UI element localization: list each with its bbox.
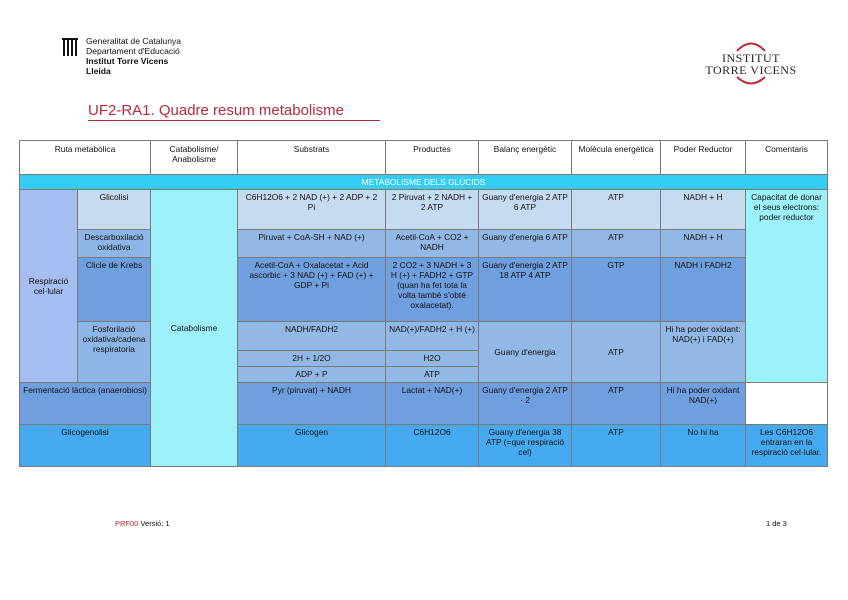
header-catabolisme: Catabolisme/ Anabolisme xyxy=(150,140,238,175)
header-poder: Poder Reductor xyxy=(660,140,746,175)
header-comentaris: Comentaris xyxy=(745,140,828,175)
glicogen-comentari: Les C6H12O6 entraran en la respiració ce… xyxy=(745,424,828,467)
header-line3: Institut Torre Vicens xyxy=(86,56,169,66)
ferment-comentari xyxy=(745,382,828,425)
ferment-molecula: ATP xyxy=(571,382,661,425)
institute-logo: INSTITUT TORRE VICENS xyxy=(701,38,801,92)
generalitat-header: Generalitat de Catalunya Departament d'E… xyxy=(62,36,181,76)
ferment-productes: Lactat + NAD(+) xyxy=(385,382,479,425)
ferment-name: Fermentació làctica (anaerobiosi) xyxy=(19,382,151,425)
footer-page-number: 1 de 3 xyxy=(766,519,787,528)
fosfo-producte-3: ATP xyxy=(385,366,479,383)
metabolism-summary-table: Ruta metabòlica Catabolisme/ Anabolisme … xyxy=(19,140,828,467)
glicogen-poder: No hi ha xyxy=(660,424,746,467)
glicolisi-productes: 2 Piruvat + 2 NADH + 2 ATP xyxy=(385,189,479,230)
institute-logo-line1: INSTITUT xyxy=(722,51,780,65)
header-line4: Lleida xyxy=(86,66,111,76)
footer-code: PRF00 xyxy=(115,519,139,528)
glicolisi-substrats: C6H12O6 + 2 NAD (+) + 2 ADP + 2 Pi xyxy=(237,189,386,230)
glicogen-molecula: ATP xyxy=(571,424,661,467)
catabolisme-cell: Catabolisme xyxy=(150,189,238,467)
institute-logo-line2: TORRE VICENS xyxy=(705,63,797,77)
generalitat-logo-icon xyxy=(62,38,78,56)
header-balanc: Balanç energètic xyxy=(478,140,572,175)
ferment-balanc: Guany d'energia 2 ATP · 2 xyxy=(478,382,572,425)
fosfo-balanc: Guany d'energia xyxy=(478,321,572,383)
respiracio-cell: Respiració cel·lular xyxy=(19,189,78,383)
ferment-substrats: Pyr (piruvat) + NADH xyxy=(237,382,386,425)
header-ruta: Ruta metabòlica xyxy=(19,140,151,175)
section-band: METABOLISME DELS GLÚCIDS xyxy=(19,174,828,190)
header-line1: Generalitat de Catalunya xyxy=(86,36,182,46)
fosfo-substrat-3: ADP + P xyxy=(237,366,386,383)
krebs-productes: 2 CO2 + 3 NADH + 3 H (+) + FADH2 + GTP (… xyxy=(385,257,479,322)
glicolisi-comentari: Capacitat de donar el seus electrons: po… xyxy=(745,189,828,383)
title-underline xyxy=(88,120,380,121)
header-line2: Departament d'Educació xyxy=(86,46,180,56)
krebs-balanc: Guany d'energia 2 ATP 18 ATP 4 ATP xyxy=(478,257,572,322)
institute-logo-swoosh-icon xyxy=(736,76,766,85)
krebs-molecula: GTP xyxy=(571,257,661,322)
header-molecula: Molècula energètica xyxy=(571,140,661,175)
glicogen-name: Glicogenolisi xyxy=(19,424,151,467)
page-title: UF2-RA1. Quadre resum metabolisme xyxy=(88,102,344,119)
footer-version-text: Versió: 1 xyxy=(140,519,170,528)
krebs-substrats: Acetil-CoA + Oxalacetat + Acid ascorbic … xyxy=(237,257,386,322)
krebs-poder: NADH i FADH2 xyxy=(660,257,746,322)
descarb-balanc: Guany d'energia 6 ATP xyxy=(478,229,572,258)
descarb-molecula: ATP xyxy=(571,229,661,258)
ferment-poder: Hi ha poder oxidant NAD(+) xyxy=(660,382,746,425)
fosfo-poder: Hi ha poder oxidant: NAD(+) i FAD(+) xyxy=(660,321,746,383)
descarb-name: Descarboxilació oxidativa xyxy=(77,229,151,258)
glicolisi-poder: NADH + H xyxy=(660,189,746,230)
fosfo-name: Fosforilació oxidativa/cadena respirator… xyxy=(77,321,151,383)
fosfo-substrat-2: 2H + 1/2O xyxy=(237,350,386,367)
krebs-name: Clicle de Krebs xyxy=(77,257,151,322)
glicolisi-molecula: ATP xyxy=(571,189,661,230)
institute-logo-arc-icon xyxy=(736,42,766,52)
glicolisi-balanc: Guany d'energia 2 ATP 6 ATP xyxy=(478,189,572,230)
fosfo-producte-2: H2O xyxy=(385,350,479,367)
descarb-productes: Acetil-CoA + CO2 + NADH xyxy=(385,229,479,258)
header-substrats: Substrats xyxy=(237,140,386,175)
fosfo-molecula: ATP xyxy=(571,321,661,383)
glicogen-substrats: Glicogen xyxy=(237,424,386,467)
header-productes: Productes xyxy=(385,140,479,175)
glicogen-balanc: Guany d'energia 38 ATP (=que respiració … xyxy=(478,424,572,467)
fosfo-substrat-1: NADH/FADH2 xyxy=(237,321,386,351)
fosfo-producte-1: NAD(+)/FADH2 + H (+) xyxy=(385,321,479,351)
descarb-poder: NADH + H xyxy=(660,229,746,258)
glicolisi-name: Glicolisi xyxy=(77,189,151,230)
glicogen-productes: C6H12O6 xyxy=(385,424,479,467)
descarb-substrats: Piruvat + CoA-SH + NAD (+) xyxy=(237,229,386,258)
footer-version: PRF00 Versió: 1 xyxy=(115,519,170,528)
